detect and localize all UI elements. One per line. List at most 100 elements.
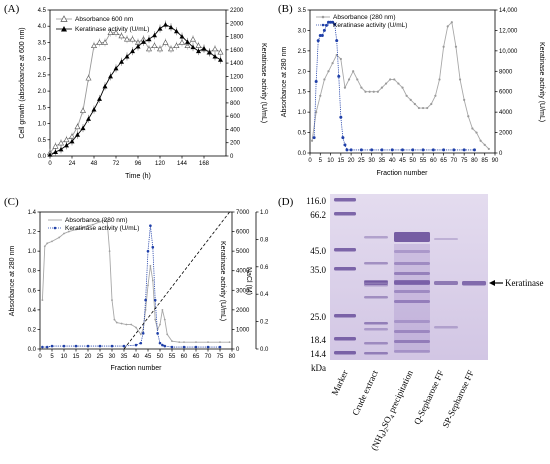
x-tick-label: 25 bbox=[97, 354, 104, 360]
keratinase-activity-point bbox=[218, 345, 222, 349]
keratinase-activity-point bbox=[329, 20, 333, 24]
x-tick-label: 75 bbox=[461, 158, 468, 164]
nacl-gradient-line bbox=[123, 211, 230, 350]
keratinase-activity-point bbox=[119, 59, 124, 64]
lane-marker: Marker bbox=[330, 369, 350, 397]
keratinase-activity-point bbox=[157, 26, 163, 31]
x-tick-label: 10 bbox=[327, 158, 334, 164]
absorbance-280-point bbox=[67, 230, 70, 233]
y2-tick-label: 1000 bbox=[236, 327, 250, 333]
panel-c: (C) 0 5 10 15 20 25 30 35 40 45 50 55 60 65 70 75 800.00… bbox=[4, 196, 269, 372]
keratinase-activity-point bbox=[134, 343, 138, 347]
y-tick-label: 4.5 bbox=[38, 8, 47, 14]
keratinase-activity-point bbox=[380, 148, 384, 152]
absorbance-280-point bbox=[130, 323, 133, 326]
absorbance-280-point bbox=[401, 86, 404, 89]
absorbance-280-point bbox=[389, 78, 392, 81]
panel-c-y3-label: NaCl (M) bbox=[245, 267, 252, 295]
keratinase-activity-point bbox=[333, 22, 337, 26]
panel-b-legend: Absorbance (280 nm) Keratinase activity … bbox=[316, 14, 407, 29]
absorbance-280-point bbox=[331, 62, 334, 65]
y-tick-label: 1.2 bbox=[28, 230, 37, 236]
y-tick-label: 3.5 bbox=[298, 8, 307, 14]
x-tick-label: 5 bbox=[319, 158, 323, 164]
absorbance-280-point bbox=[458, 78, 462, 81]
keratinase-activity-point bbox=[218, 57, 223, 62]
panel-a-x-label: Time (h) bbox=[125, 173, 151, 180]
absorbance-280-point bbox=[51, 240, 53, 243]
y2-tick-label: 1000 bbox=[230, 88, 244, 94]
x-tick-label: 75 bbox=[217, 354, 224, 360]
absorbance-600-point bbox=[151, 42, 158, 48]
absorbance-280-point bbox=[380, 86, 384, 89]
y2-tick-label: 14,000 bbox=[499, 8, 518, 14]
absorbance-280-point bbox=[421, 106, 425, 110]
absorbance-280-point bbox=[41, 299, 44, 301]
absorbance-280-point bbox=[405, 94, 408, 97]
x-tick-label: 15 bbox=[337, 158, 344, 164]
absorbance-280-point bbox=[376, 90, 379, 93]
panel-b-legend-1: Absorbance (280 nm) bbox=[333, 14, 396, 21]
q-sepharose-band bbox=[434, 281, 458, 285]
sp-sepharose-band bbox=[462, 281, 486, 286]
panel-b-x-label: Fraction number bbox=[377, 170, 429, 177]
panel-c-x-label: Fraction number bbox=[111, 365, 163, 372]
absorbance-280-point bbox=[368, 90, 371, 93]
y-tick-label: 2.5 bbox=[298, 49, 307, 55]
absorbance-280-point bbox=[139, 333, 142, 336]
keratinase-activity-line bbox=[49, 24, 221, 156]
keratinase-activity-point bbox=[41, 345, 44, 349]
keratinase-activity-point bbox=[86, 116, 91, 121]
x-tick-label: 0 bbox=[308, 158, 312, 164]
y2-tick-label: 400 bbox=[230, 127, 241, 133]
y2-tick-label: 600 bbox=[230, 114, 241, 120]
marker-band bbox=[334, 267, 356, 271]
y2-tick-label: 0 bbox=[499, 151, 503, 157]
panel-a-legend-1: Absorbance 600 nm bbox=[75, 16, 133, 23]
keratinase-activity-point bbox=[146, 36, 152, 42]
keratinase-label: Keratinase bbox=[505, 278, 543, 288]
x-tick-label: 35 bbox=[121, 354, 128, 360]
absorbance-280-point bbox=[454, 45, 458, 48]
absorbance-280-point bbox=[115, 321, 118, 324]
x-tick-label: 5 bbox=[50, 354, 54, 360]
absorbance-280-point bbox=[417, 106, 421, 110]
absorbance-280-point bbox=[463, 98, 466, 101]
absorbance-600-point bbox=[217, 49, 224, 55]
y2-tick-label: 800 bbox=[230, 101, 241, 107]
y-tick-label: 0.0 bbox=[28, 347, 37, 353]
y2-tick-label: 0 bbox=[230, 154, 234, 160]
x-tick-label: 45 bbox=[399, 158, 406, 164]
legend-open-triangle-icon bbox=[60, 15, 68, 22]
y-tick-label: 1.5 bbox=[38, 105, 47, 111]
panel-c-frame bbox=[39, 211, 233, 350]
absorbance-280-point bbox=[360, 86, 363, 89]
panel-b-label: (B) bbox=[278, 3, 293, 15]
y-tick-label: 3.0 bbox=[298, 28, 307, 34]
legend-filled-triangle-icon bbox=[61, 26, 67, 32]
keratinase-activity-point bbox=[170, 345, 174, 349]
absorbance-280-point bbox=[479, 139, 482, 142]
absorbance-600-point bbox=[167, 45, 175, 52]
absorbance-280-point bbox=[364, 90, 367, 93]
panel-c-y2-label: Keratinase activity (U/mL) bbox=[219, 241, 226, 321]
keratinase-activity-point bbox=[335, 39, 339, 43]
keratinase-activity-point bbox=[207, 49, 212, 55]
keratinase-activity-point bbox=[182, 345, 186, 349]
keratinase-activity-point bbox=[442, 148, 446, 152]
keratinase-activity-point bbox=[390, 148, 394, 152]
keratinase-activity-point bbox=[152, 32, 157, 38]
keratinase-activity-point bbox=[322, 28, 326, 32]
keratinase-activity-point bbox=[158, 341, 162, 345]
x-tick-label: 70 bbox=[451, 158, 458, 164]
keratinase-activity-point bbox=[431, 148, 435, 152]
gel-bands bbox=[334, 198, 486, 355]
precipitation-band bbox=[394, 262, 430, 265]
absorbance-600-line bbox=[49, 32, 221, 154]
absorbance-280-point bbox=[106, 220, 109, 223]
absorbance-600-point bbox=[79, 107, 87, 113]
panel-b-frame bbox=[309, 9, 496, 154]
absorbance-280-point bbox=[91, 223, 94, 226]
keratinase-activity-point bbox=[359, 148, 363, 152]
precipitation-band bbox=[394, 350, 430, 353]
